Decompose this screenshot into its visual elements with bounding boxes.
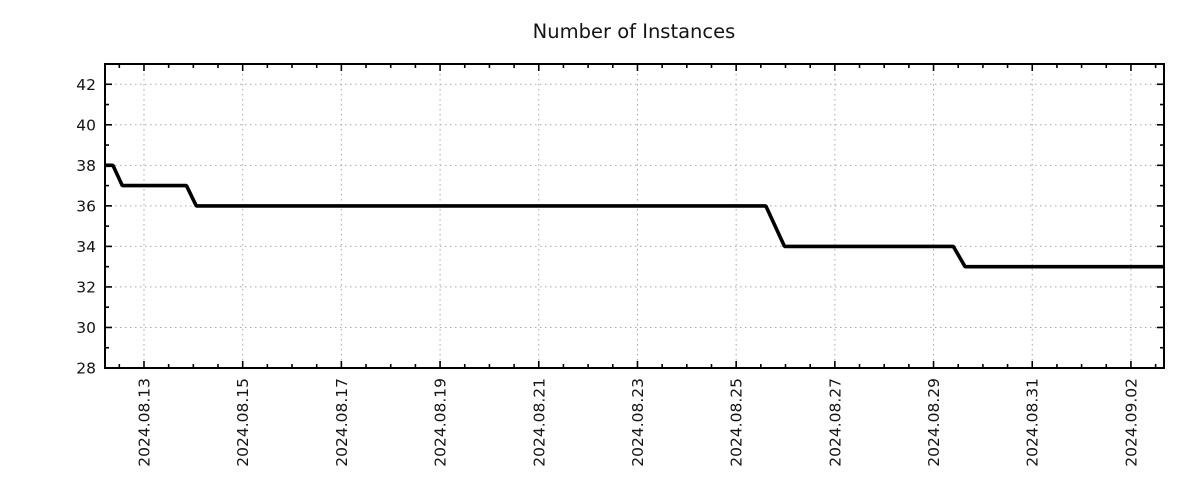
y-tick-label: 28 — [76, 360, 96, 378]
data-line-number-of-instances — [105, 163, 1164, 269]
x-tick-label: 2024.08.25 — [728, 378, 746, 467]
plot-frame — [104, 63, 1165, 369]
x-axis-labels: 2024.08.13 2024.08.15 2024.08.17 2024.08.19… — [135, 378, 1140, 467]
y-tick-label: 40 — [76, 116, 96, 134]
axis-ticks — [105, 63, 1164, 369]
chart-title: Number of Instances — [533, 20, 736, 43]
x-tick-label: 2024.08.15 — [234, 378, 252, 467]
y-tick-label: 36 — [76, 197, 96, 215]
x-tick-label: 2024.08.21 — [530, 378, 548, 467]
y-tick-label: 34 — [76, 238, 96, 256]
gridlines — [105, 64, 1164, 369]
x-tick-label: 2024.08.29 — [925, 378, 943, 467]
x-tick-label: 2024.08.27 — [826, 378, 844, 467]
x-tick-label: 2024.09.02 — [1122, 378, 1140, 467]
x-tick-label: 2024.08.13 — [135, 378, 153, 467]
y-tick-label: 42 — [76, 76, 96, 94]
x-tick-label: 2024.08.23 — [629, 378, 647, 467]
y-tick-label: 30 — [76, 319, 96, 337]
x-tick-label: 2024.08.17 — [333, 378, 351, 467]
y-axis-labels: 28 30 32 34 36 38 40 42 — [76, 76, 96, 378]
x-tick-label: 2024.08.31 — [1024, 378, 1042, 467]
y-tick-label: 38 — [76, 157, 96, 175]
y-tick-label: 32 — [76, 278, 96, 296]
x-tick-label: 2024.08.19 — [432, 378, 450, 467]
